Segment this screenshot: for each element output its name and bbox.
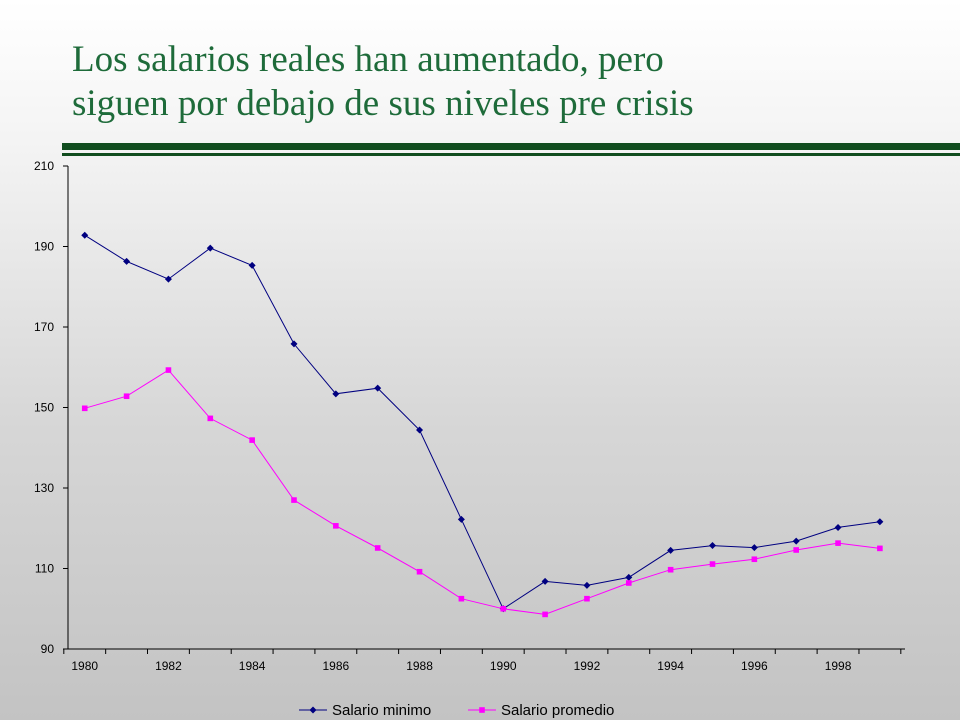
series-2-point (416, 568, 423, 575)
x-tick-label: 1984 (239, 659, 266, 673)
y-tick-label: 210 (34, 159, 54, 173)
y-tick-label: 110 (35, 562, 54, 576)
series-1-point (541, 577, 549, 585)
series-2-point (793, 547, 799, 553)
series-2-point (584, 595, 590, 602)
series-1-point (457, 515, 465, 523)
series-2-point (249, 437, 255, 443)
x-tick-label: 1990 (490, 659, 517, 673)
series-1-point (750, 544, 758, 552)
x-tick-label: 1982 (155, 659, 182, 673)
series-2-point (81, 405, 88, 412)
legend-label-1: Salario minimo (332, 702, 431, 719)
y-tick-label: 150 (34, 401, 54, 415)
series-1-point (206, 244, 214, 252)
series-1-point (123, 257, 131, 265)
series-2-point (207, 415, 214, 422)
series-2-point (709, 561, 716, 567)
series-1-point (290, 340, 298, 348)
series-2-point (123, 393, 130, 400)
x-tick-label: 1986 (322, 659, 349, 673)
slide-title-line-1: Los salarios reales han aumentado, pero (72, 39, 664, 80)
y-tick-label: 170 (34, 320, 54, 334)
legend-label-2: Salario promedio (501, 702, 614, 719)
series-1-point (625, 573, 633, 581)
series-1-point (81, 231, 89, 239)
legend-marker-1 (309, 706, 317, 714)
title-rule-thick (62, 143, 960, 150)
series-2-point (458, 595, 465, 602)
title-rule-thin (62, 153, 960, 156)
y-tick-label: 130 (34, 481, 54, 495)
x-tick-label: 1994 (657, 659, 684, 673)
series-2-point (877, 545, 883, 552)
series-line-2 (84, 369, 880, 615)
slide-title: Los salarios reales han aumentado, pero … (72, 38, 892, 126)
series-2-point (500, 605, 507, 612)
x-tick-label: 1980 (71, 659, 98, 673)
series-2-point (374, 545, 381, 551)
slide-title-line-2: siguen por debajo de sus niveles pre cri… (72, 83, 694, 124)
series-1-point (164, 275, 172, 283)
series-1-point (667, 546, 675, 554)
x-tick-label: 1996 (741, 659, 768, 673)
series-2-point (333, 523, 339, 529)
y-tick-label: 190 (34, 240, 54, 254)
x-tick-label: 1998 (825, 659, 852, 673)
y-tick-label: 90 (41, 642, 55, 656)
series-1-point (248, 261, 256, 269)
series-1-point (834, 523, 842, 531)
series-2-point (291, 497, 297, 503)
series-2-point (667, 566, 674, 573)
series-2-point (751, 556, 758, 563)
x-tick-label: 1988 (406, 659, 433, 673)
series-1-point (708, 542, 716, 550)
series-1-point (792, 537, 800, 545)
series-1-point (416, 426, 424, 434)
series-2-point (835, 540, 841, 546)
series-line-1 (84, 234, 880, 610)
series-1-point (876, 518, 884, 526)
series-2-point (542, 611, 548, 618)
x-tick-label: 1992 (574, 659, 601, 673)
series-1-point (332, 390, 340, 398)
series-2-point (165, 367, 172, 373)
legend-marker-2 (479, 707, 485, 713)
series-1-point (374, 384, 382, 392)
series-1-point (583, 581, 591, 589)
series-2-point (625, 580, 632, 586)
